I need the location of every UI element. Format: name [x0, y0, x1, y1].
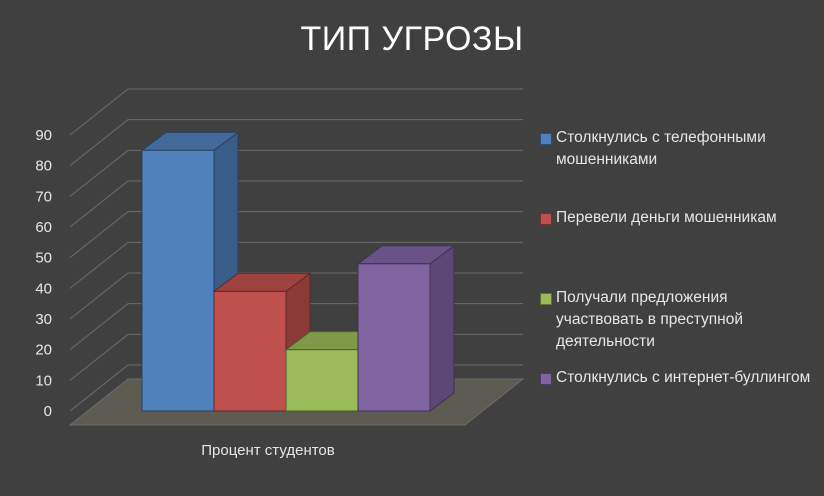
- y-axis: 0 10 20 30 40 50 60 70 80 90: [35, 127, 52, 420]
- y-tick-label: 30: [35, 311, 52, 328]
- bar: [140, 131, 240, 412]
- y-tick-label: 90: [35, 127, 52, 144]
- legend-swatch: [540, 213, 552, 225]
- y-tick-label: 80: [35, 158, 52, 175]
- bar-front-face: [357, 263, 431, 412]
- gridline: [69, 119, 523, 167]
- gridline: [69, 211, 523, 259]
- legend-label: Перевели деньги мошенникам: [556, 209, 777, 226]
- legend-swatch: [540, 133, 552, 145]
- gridlines: [69, 88, 523, 412]
- y-tick-label: 50: [35, 250, 52, 267]
- x-category-label: Процент студентов: [201, 442, 335, 459]
- gridline: [69, 241, 523, 289]
- y-tick-label: 70: [35, 188, 52, 205]
- y-tick-label: 0: [44, 403, 52, 420]
- bar-front-face: [141, 149, 215, 412]
- bar: [356, 244, 456, 412]
- y-tick-label: 10: [35, 372, 52, 389]
- bar-side-face: [429, 244, 455, 412]
- legend-label: Столкнулись с телефонными мошенниками: [556, 129, 766, 168]
- y-tick-label: 60: [35, 219, 52, 236]
- legend-swatch: [540, 293, 552, 305]
- legend-swatch: [540, 373, 552, 385]
- gridline: [69, 88, 523, 136]
- gridline: [69, 180, 523, 228]
- bar-front-face: [213, 290, 287, 412]
- bar-front-face: [285, 349, 359, 412]
- legend-label: Получали предложения участвовать в прест…: [556, 289, 743, 350]
- bars: [140, 131, 456, 412]
- y-tick-label: 20: [35, 342, 52, 359]
- y-tick-label: 40: [35, 280, 52, 297]
- gridline: [69, 149, 523, 197]
- legend-label: Столкнулись с интернет-буллингом: [556, 369, 811, 386]
- chart-title: ТИП УГРОЗЫ: [300, 20, 524, 58]
